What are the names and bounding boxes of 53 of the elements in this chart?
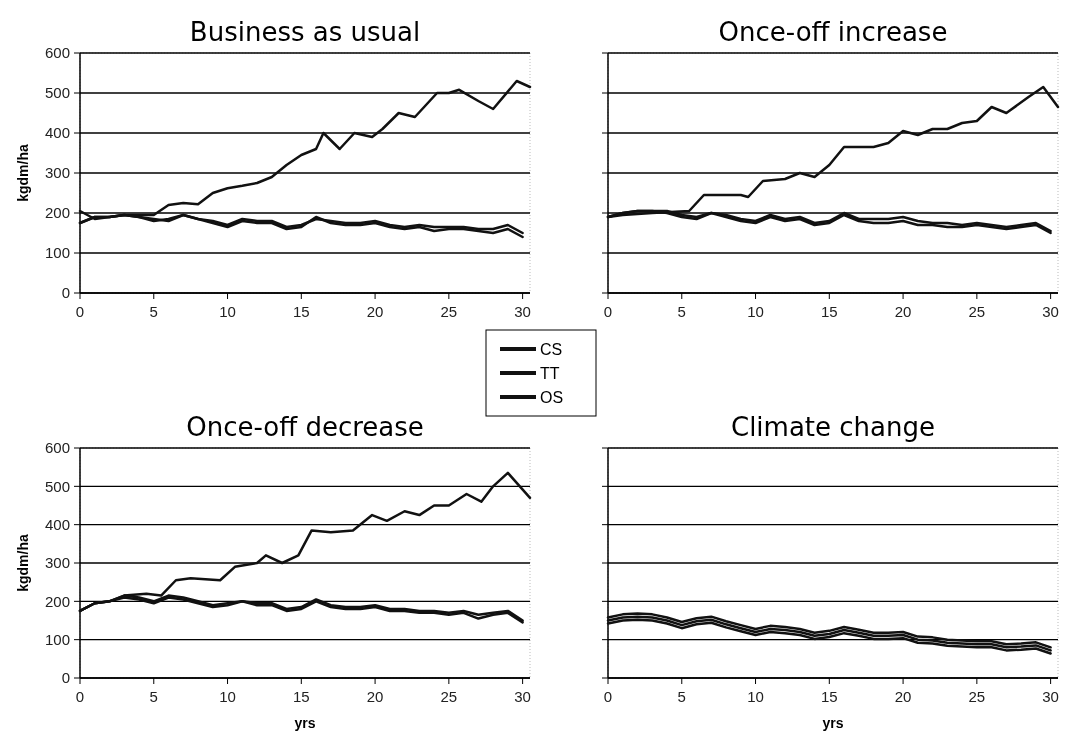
chart-title: Climate change: [730, 412, 936, 442]
y-tick-label: 0: [61, 669, 70, 687]
x-tick-label: 10: [747, 688, 764, 705]
x-tick-label: 25: [440, 688, 458, 705]
y-tick-label: 500: [44, 477, 70, 495]
x-tick-label: 15: [292, 303, 310, 320]
y-tick-label: 200: [44, 592, 70, 610]
y-tick-label: 500: [44, 84, 70, 102]
y-tick-label: 100: [44, 630, 70, 648]
x-axis-title: yrs: [294, 715, 316, 731]
x-axis-title: yrs: [822, 715, 844, 731]
x-tick-label: 25: [440, 303, 458, 320]
y-tick-label: 600: [44, 44, 70, 62]
y-axis-title: kgdm/ha: [15, 534, 31, 592]
x-tick-label: 10: [219, 688, 236, 705]
legend-label: OS: [540, 388, 564, 406]
x-tick-label: 15: [820, 688, 838, 705]
chart-title: Once-off decrease: [186, 412, 424, 442]
x-tick-label: 5: [149, 303, 158, 320]
y-axis-title: kgdm/ha: [15, 144, 31, 202]
x-tick-label: 20: [366, 688, 384, 705]
x-tick-label: 25: [968, 303, 986, 320]
chart-title: Once-off increase: [718, 17, 948, 47]
x-tick-label: 20: [894, 303, 912, 320]
x-tick-label: 25: [968, 688, 986, 705]
x-tick-label: 5: [677, 303, 686, 320]
y-tick-label: 0: [61, 284, 70, 302]
x-tick-label: 20: [894, 688, 912, 705]
legend-label: TT: [540, 364, 560, 382]
x-tick-label: 5: [677, 688, 686, 705]
x-tick-label: 5: [149, 688, 158, 705]
x-tick-label: 10: [219, 303, 236, 320]
x-tick-label: 0: [75, 688, 85, 705]
y-tick-label: 300: [44, 164, 70, 182]
y-tick-label: 400: [44, 515, 70, 533]
y-tick-label: 300: [44, 554, 70, 572]
chart-title: Business as usual: [189, 17, 421, 47]
x-tick-label: 15: [292, 688, 310, 705]
y-tick-label: 400: [44, 124, 70, 142]
x-tick-label: 0: [603, 303, 613, 320]
x-tick-label: 30: [514, 303, 531, 320]
legend-label: CS: [540, 340, 563, 358]
x-tick-label: 15: [820, 303, 838, 320]
y-tick-label: 200: [44, 204, 70, 222]
x-tick-label: 0: [75, 303, 85, 320]
x-tick-label: 30: [514, 688, 531, 705]
x-tick-label: 0: [603, 688, 613, 705]
y-tick-label: 100: [44, 244, 70, 262]
x-tick-label: 30: [1042, 303, 1059, 320]
x-tick-label: 10: [747, 303, 764, 320]
y-tick-label: 600: [44, 439, 70, 457]
x-tick-label: 30: [1042, 688, 1059, 705]
x-tick-label: 20: [366, 303, 384, 320]
